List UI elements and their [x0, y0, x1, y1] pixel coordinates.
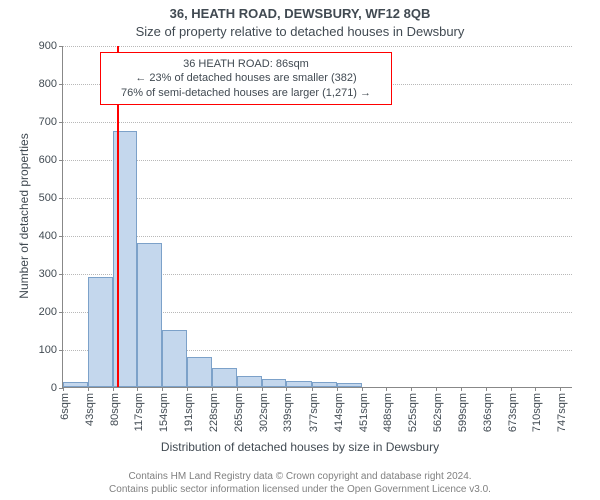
x-tick-label: 710sqm: [531, 393, 543, 432]
x-tick-mark: [262, 387, 263, 391]
x-tick-label: 414sqm: [333, 393, 345, 432]
histogram-bar: [63, 382, 88, 387]
x-tick-mark: [113, 387, 114, 391]
y-tick-mark: [59, 122, 63, 123]
x-tick-label: 673sqm: [507, 393, 519, 432]
x-tick-label: 377sqm: [308, 393, 320, 432]
histogram-bar: [187, 357, 212, 387]
y-tick-label: 900: [39, 40, 57, 52]
x-tick-label: 6sqm: [59, 393, 71, 420]
y-tick-label: 300: [39, 268, 57, 280]
x-tick-label: 599sqm: [457, 393, 469, 432]
y-tick-label: 100: [39, 344, 57, 356]
x-tick-mark: [511, 387, 512, 391]
x-tick-mark: [187, 387, 188, 391]
x-tick-mark: [560, 387, 561, 391]
y-tick-mark: [59, 46, 63, 47]
footer-line: Contains HM Land Registry data © Crown c…: [0, 471, 600, 484]
gridline: [63, 160, 572, 161]
gridline: [63, 122, 572, 123]
y-tick-mark: [59, 236, 63, 237]
y-tick-label: 200: [39, 306, 57, 318]
x-tick-mark: [386, 387, 387, 391]
x-tick-mark: [461, 387, 462, 391]
histogram-bar: [237, 376, 262, 387]
x-tick-label: 43sqm: [84, 393, 96, 426]
annotation-line: 76% of semi-detached houses are larger (…: [109, 86, 383, 100]
histogram-bar: [88, 277, 113, 387]
y-tick-mark: [59, 350, 63, 351]
x-tick-label: 451sqm: [358, 393, 370, 432]
y-tick-label: 700: [39, 116, 57, 128]
x-tick-label: 488sqm: [382, 393, 394, 432]
x-tick-mark: [286, 387, 287, 391]
y-tick-label: 600: [39, 154, 57, 166]
x-tick-mark: [486, 387, 487, 391]
histogram-bar: [337, 383, 362, 387]
x-tick-label: 80sqm: [109, 393, 121, 426]
page-title: 36, HEATH ROAD, DEWSBURY, WF12 8QB: [0, 6, 600, 21]
footer: Contains HM Land Registry data © Crown c…: [0, 471, 600, 496]
x-tick-mark: [337, 387, 338, 391]
x-axis-label: Distribution of detached houses by size …: [0, 440, 600, 454]
x-tick-mark: [436, 387, 437, 391]
x-tick-mark: [535, 387, 536, 391]
gridline: [63, 198, 572, 199]
gridline: [63, 236, 572, 237]
y-tick-mark: [59, 84, 63, 85]
y-tick-label: 400: [39, 230, 57, 242]
histogram-bar: [262, 379, 287, 387]
x-tick-label: 228sqm: [208, 393, 220, 432]
y-tick-mark: [59, 198, 63, 199]
x-tick-mark: [362, 387, 363, 391]
x-tick-label: 265sqm: [233, 393, 245, 432]
x-tick-label: 117sqm: [133, 393, 145, 431]
histogram-bar: [162, 330, 187, 387]
x-tick-mark: [237, 387, 238, 391]
x-tick-label: 636sqm: [482, 393, 494, 432]
x-tick-label: 747sqm: [556, 393, 568, 432]
y-tick-mark: [59, 312, 63, 313]
x-tick-mark: [63, 387, 64, 391]
x-tick-label: 154sqm: [158, 393, 170, 432]
page-subtitle: Size of property relative to detached ho…: [0, 24, 600, 39]
gridline: [63, 46, 572, 47]
x-tick-mark: [312, 387, 313, 391]
x-tick-mark: [162, 387, 163, 391]
y-tick-label: 500: [39, 192, 57, 204]
histogram-bar: [286, 381, 312, 387]
x-tick-mark: [137, 387, 138, 391]
histogram-bar: [212, 368, 237, 387]
x-tick-label: 525sqm: [407, 393, 419, 432]
x-tick-label: 339sqm: [282, 393, 294, 432]
y-tick-label: 800: [39, 78, 57, 90]
y-axis-label: Number of detached properties: [17, 126, 31, 306]
footer-line: Contains public sector information licen…: [0, 484, 600, 497]
annotation-box: 36 HEATH ROAD: 86sqm← 23% of detached ho…: [100, 52, 392, 105]
x-tick-mark: [88, 387, 89, 391]
x-tick-label: 302sqm: [258, 393, 270, 432]
x-tick-label: 191sqm: [183, 393, 195, 432]
y-tick-label: 0: [51, 382, 57, 394]
x-tick-mark: [411, 387, 412, 391]
annotation-line: ← 23% of detached houses are smaller (38…: [109, 71, 383, 85]
histogram-bar: [137, 243, 162, 387]
x-tick-mark: [212, 387, 213, 391]
annotation-line: 36 HEATH ROAD: 86sqm: [109, 57, 383, 71]
x-tick-label: 562sqm: [432, 393, 444, 432]
histogram-bar: [312, 382, 337, 387]
y-tick-mark: [59, 274, 63, 275]
y-tick-mark: [59, 160, 63, 161]
